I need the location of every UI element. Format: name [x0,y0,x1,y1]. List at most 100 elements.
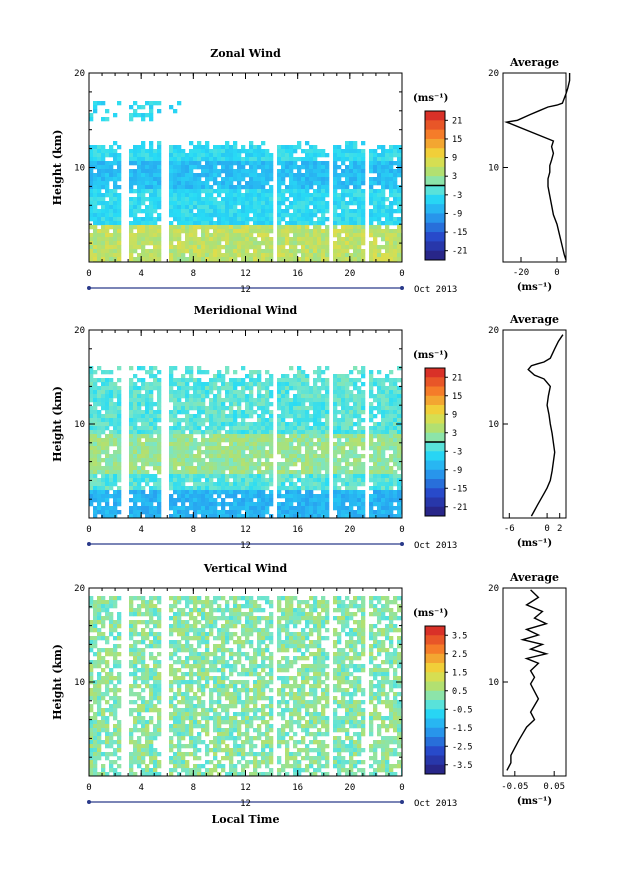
heatmap-cell [157,157,162,162]
heatmap-cell [353,410,358,415]
heatmap-cell [245,442,250,447]
heatmap-cell [169,466,174,471]
heatmap-cell [393,253,398,258]
heatmap-cell [185,486,190,491]
heatmap-cell [305,390,310,395]
heatmap-cell [129,648,134,653]
heatmap-cell [237,249,242,254]
heatmap-cell [205,205,210,210]
heatmap-cell [317,430,322,435]
heatmap-cell [97,213,102,218]
heatmap-cell [129,233,134,238]
heatmap-cell [113,185,118,190]
heatmap-cell [109,205,114,210]
heatmap-cell [205,141,210,146]
heatmap-cell [393,430,398,435]
heatmap-cell [285,205,290,210]
heatmap-cell [173,474,178,479]
heatmap-cell [297,498,302,503]
heatmap-cell [145,233,150,238]
heatmap-cell [181,257,186,262]
heatmap-cell [393,169,398,174]
heatmap-cell [89,744,94,749]
heatmap-cell [245,253,250,258]
heatmap-cell [289,245,294,250]
heatmap-cell [97,466,102,471]
heatmap-cell [265,498,270,503]
heatmap-cell [193,422,198,427]
heatmap-cell [197,382,202,387]
heatmap-cell [289,241,294,246]
heatmap-cell [249,185,254,190]
heatmap-cell [269,450,274,455]
heatmap-cell [217,249,222,254]
heatmap-cell [129,197,134,202]
heatmap-cell [393,189,398,194]
heatmap-cell [357,233,362,238]
heatmap-cell [113,426,118,431]
heatmap-cell [181,462,186,467]
heatmap-cell [269,169,274,174]
heatmap-cell [337,502,342,507]
heatmap-cell [293,382,298,387]
heatmap-cell [97,700,102,705]
heatmap-cell [213,418,218,423]
heatmap-cell [385,153,390,158]
heatmap-cell [313,506,318,511]
heatmap-cell [285,402,290,407]
heatmap-cell [369,378,374,383]
heatmap-cell [301,217,306,222]
heatmap-cell [133,624,138,629]
heatmap-cell [249,237,254,242]
heatmap-cell [101,752,106,757]
heatmap-cell [381,502,386,507]
heatmap-cell [117,237,122,242]
heatmap-cell [257,386,262,391]
heatmap-cell [109,676,114,681]
heatmap-cell [289,382,294,387]
heatmap-cell [297,225,302,230]
heatmap-cell [301,233,306,238]
heatmap-cell [245,434,250,439]
heatmap-cell [149,370,154,375]
heatmap-cell [369,454,374,459]
heatmap-cell [289,458,294,463]
heatmap-cell [381,237,386,242]
heatmap-cell [333,157,338,162]
heatmap-cell [225,382,230,387]
heatmap-cell [261,209,266,214]
heatmap-cell [177,514,182,518]
heatmap-cell [269,430,274,435]
heatmap-cell [245,490,250,495]
heatmap-cell [109,189,114,194]
heatmap-cell [221,233,226,238]
heatmap-cell [105,474,110,479]
heatmap-cell [233,233,238,238]
heatmap-cell [193,245,198,250]
heatmap-cell [129,418,134,423]
colorbar-swatch [425,469,445,480]
heatmap-cell [313,229,318,234]
heatmap-cell [201,494,206,499]
heatmap-cell [249,149,254,154]
heatmap-cell [381,510,386,515]
heatmap-cell [173,177,178,182]
heatmap-cell [305,157,310,162]
heatmap-cell [89,406,94,411]
heatmap-cell [237,241,242,246]
heatmap-cell [249,406,254,411]
heatmap-cell [89,185,94,190]
heatmap-cell [361,438,366,443]
heatmap-cell [353,245,358,250]
heatmap-cell [313,502,318,507]
heatmap-cell [213,386,218,391]
heatmap-cell [313,422,318,427]
heatmap-cell [325,177,330,182]
heatmap-cell [205,406,210,411]
heatmap-cell [349,510,354,515]
heatmap-cell [213,482,218,487]
heatmap-cell [305,197,310,202]
heatmap-cell [277,486,282,491]
heatmap-cell [177,237,182,242]
heatmap-cell [277,514,282,518]
